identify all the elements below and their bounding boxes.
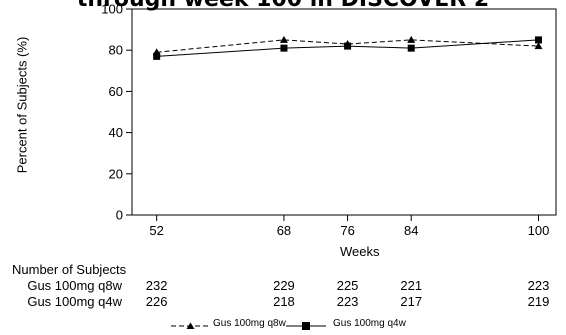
series-1-point-52 xyxy=(153,52,161,60)
series-0-point-68 xyxy=(279,35,288,43)
x-axis-label: Weeks xyxy=(340,244,380,259)
subjects-count-1-100: 219 xyxy=(527,294,550,309)
plot-frame xyxy=(131,8,557,216)
y-tick-label-20: 20 xyxy=(109,166,123,181)
x-tick-label-84: 84 xyxy=(404,223,418,238)
chart-markers xyxy=(152,35,543,60)
x-tick-label-100: 100 xyxy=(528,223,550,238)
subjects-count-0-76: 225 xyxy=(336,278,359,293)
series-1-point-100 xyxy=(534,36,542,44)
y-tick-label-0: 0 xyxy=(116,208,123,223)
subjects-row-label-1: Gus 100mg q4w xyxy=(27,294,122,309)
subjects-count-1-52: 226 xyxy=(145,294,168,309)
series-0-point-100 xyxy=(534,42,543,50)
subjects-count-0-68: 229 xyxy=(273,278,295,293)
legend-symbol-q8w xyxy=(171,322,210,329)
legend-label-q8w: Gus 100mg q8w xyxy=(213,318,286,329)
chart-ticks: 0 20 40 60 80 100 52 68 76 84 100 xyxy=(101,2,549,239)
subjects-row-label-0: Gus 100mg q8w xyxy=(27,278,122,293)
legend: Gus 100mg q8w Gus 100mg q4w xyxy=(0,318,566,334)
x-tick-label-52: 52 xyxy=(149,223,163,238)
y-tick-label-80: 80 xyxy=(109,43,123,58)
x-tick-label-76: 76 xyxy=(340,223,354,238)
y-tick-label-100: 100 xyxy=(101,2,123,17)
series-1-point-76 xyxy=(344,42,352,50)
subjects-count-0-84: 221 xyxy=(400,278,423,293)
y-axis-label: Percent of Subjects (%) xyxy=(14,36,30,174)
y-tick-label-60: 60 xyxy=(109,84,123,99)
subjects-count-1-84: 217 xyxy=(400,294,423,309)
subjects-count-1-68: 218 xyxy=(273,294,295,309)
series-1-point-84 xyxy=(407,44,415,52)
subjects-count-0-52: 232 xyxy=(145,278,168,293)
x-tick-label-68: 68 xyxy=(277,223,291,238)
series-1-point-68 xyxy=(280,44,288,52)
legend-label-q4w: Gus 100mg q4w xyxy=(333,318,406,329)
legend-symbols xyxy=(171,322,326,330)
subjects-table-title: Number of Subjects xyxy=(12,262,127,277)
subjects-count-1-76: 223 xyxy=(336,294,359,309)
y-tick-label-40: 40 xyxy=(109,125,123,140)
subjects-count-0-100: 223 xyxy=(527,278,550,293)
series-0-point-84 xyxy=(407,35,416,43)
chart-axes xyxy=(131,8,557,216)
series-line-0 xyxy=(156,39,539,53)
legend-symbol-q4w xyxy=(286,322,326,330)
